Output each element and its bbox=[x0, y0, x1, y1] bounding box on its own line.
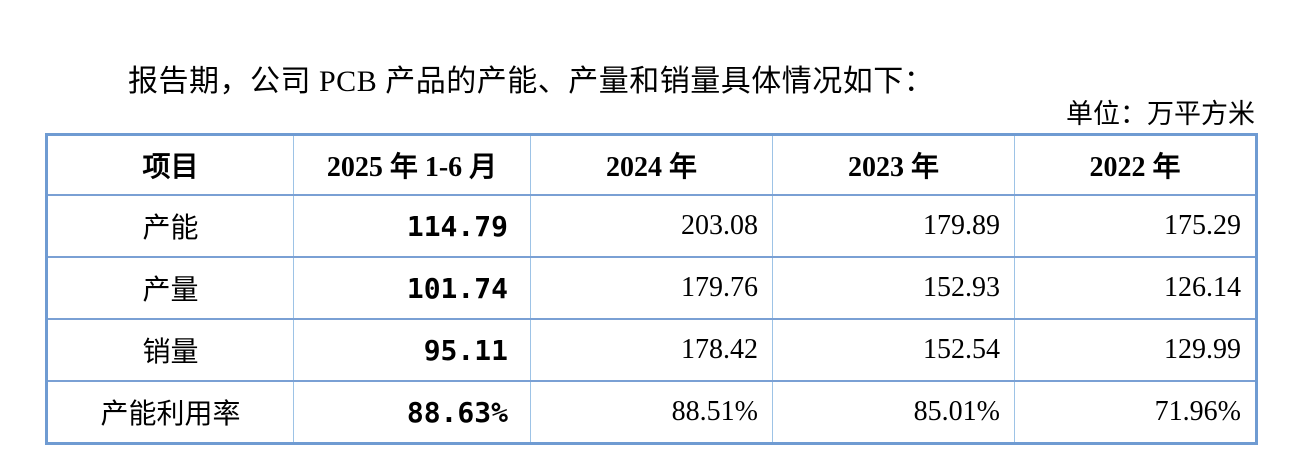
table-cell: 114.79 bbox=[293, 194, 531, 258]
column-header-2025h1: 2025 年 1-6 月 bbox=[293, 133, 531, 196]
table-row-output: 产量 101.74 179.76 152.93 126.14 bbox=[46, 256, 1257, 320]
pcb-capacity-table: 项目 2025 年 1-6 月 2024 年 2023 年 2022 年 产能 … bbox=[45, 133, 1258, 445]
table-cell: 129.99 bbox=[1014, 318, 1257, 382]
unit-label: 单位：万平方米 bbox=[1066, 99, 1255, 129]
table-cell: 101.74 bbox=[293, 256, 531, 320]
table-cell: 126.14 bbox=[1014, 256, 1257, 320]
table-cell: 88.51% bbox=[530, 380, 773, 445]
column-header-2024: 2024 年 bbox=[530, 133, 773, 196]
table-cell: 152.93 bbox=[772, 256, 1015, 320]
table-cell: 88.63% bbox=[293, 380, 531, 445]
table-cell: 95.11 bbox=[293, 318, 531, 382]
row-label: 产能利用率 bbox=[46, 380, 294, 445]
table-cell: 85.01% bbox=[772, 380, 1015, 445]
pcb-capacity-table-container: 项目 2025 年 1-6 月 2024 年 2023 年 2022 年 产能 … bbox=[45, 133, 1258, 445]
table-header-row: 项目 2025 年 1-6 月 2024 年 2023 年 2022 年 bbox=[46, 133, 1257, 196]
table-cell: 179.89 bbox=[772, 194, 1015, 258]
table-row-sales: 销量 95.11 178.42 152.54 129.99 bbox=[46, 318, 1257, 382]
table-cell: 178.42 bbox=[530, 318, 773, 382]
row-label: 销量 bbox=[46, 318, 294, 382]
row-label: 产能 bbox=[46, 194, 294, 258]
table-cell: 71.96% bbox=[1014, 380, 1257, 445]
column-header-2023: 2023 年 bbox=[772, 133, 1015, 196]
table-cell: 175.29 bbox=[1014, 194, 1257, 258]
row-label: 产量 bbox=[46, 256, 294, 320]
table-cell: 152.54 bbox=[772, 318, 1015, 382]
table-row-capacity: 产能 114.79 203.08 179.89 175.29 bbox=[46, 194, 1257, 258]
table-cell: 203.08 bbox=[530, 194, 773, 258]
column-header-2022: 2022 年 bbox=[1014, 133, 1257, 196]
column-header-item: 项目 bbox=[46, 133, 294, 196]
table-cell: 179.76 bbox=[530, 256, 773, 320]
intro-paragraph: 报告期，公司 PCB 产品的产能、产量和销量具体情况如下： bbox=[128, 65, 935, 98]
table-row-utilization: 产能利用率 88.63% 88.51% 85.01% 71.96% bbox=[46, 380, 1257, 445]
